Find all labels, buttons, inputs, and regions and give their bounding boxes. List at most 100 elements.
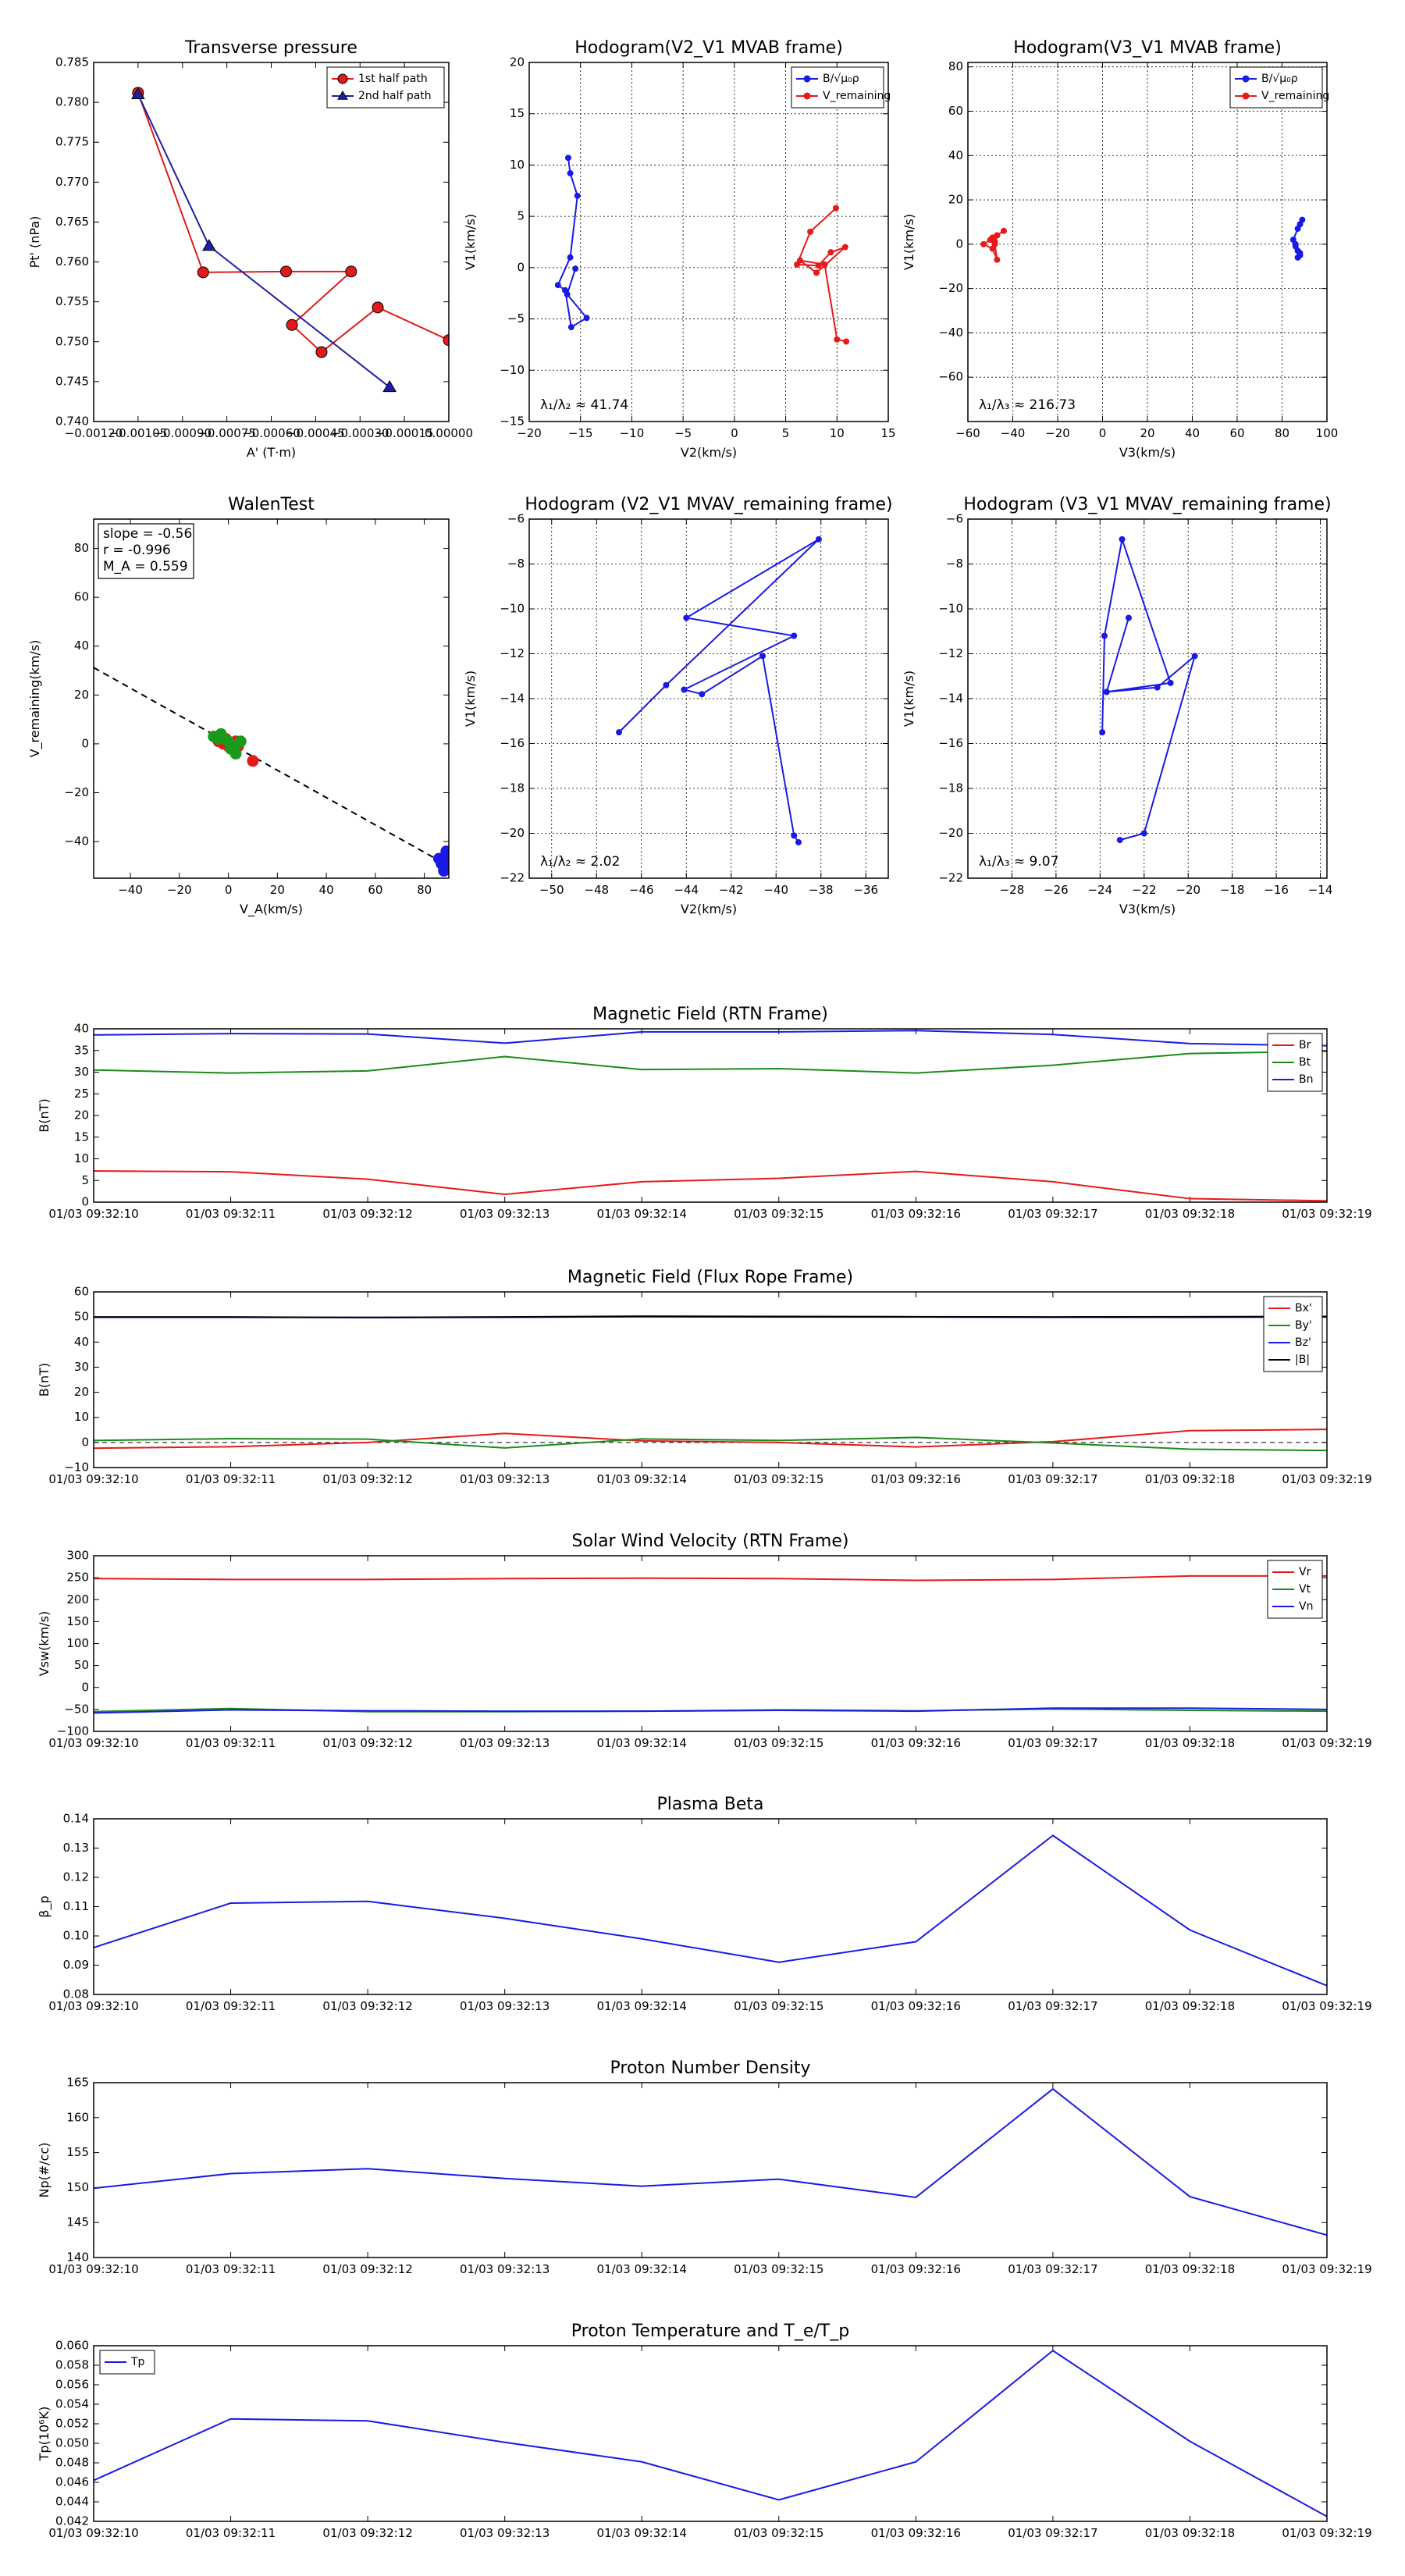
- y-tick-label: 165: [66, 2076, 89, 2090]
- data-point: [1297, 250, 1304, 257]
- y-tick-label: 40: [74, 1022, 89, 1036]
- y-tick-label: 150: [66, 1614, 89, 1628]
- x-tick-label: 01/03 09:32:11: [186, 1999, 276, 2013]
- y-tick-label: −14: [500, 692, 525, 706]
- stats-line: M_A = 0.559: [103, 559, 188, 575]
- x-tick-label: −36: [853, 883, 878, 897]
- y-tick-label: 0.14: [63, 1812, 89, 1826]
- x-tick-label: 01/03 09:32:19: [1282, 1207, 1371, 1221]
- data-point: [841, 244, 848, 251]
- data-point: [843, 338, 850, 345]
- x-tick-label: 01/03 09:32:16: [871, 2526, 961, 2540]
- data-point: [994, 256, 1001, 263]
- legend-marker: [1242, 92, 1250, 100]
- plot-area: [94, 1556, 1327, 1731]
- chart-title: Transverse pressure: [184, 38, 357, 58]
- y-tick-label: 145: [66, 2215, 89, 2229]
- series-line-0: [557, 158, 589, 329]
- data-point: [1140, 830, 1147, 837]
- y-tick-label: −50: [64, 1702, 89, 1716]
- series-line-2: [94, 1030, 1327, 1047]
- x-tick-label: 80: [1275, 426, 1289, 440]
- x-tick-label: 01/03 09:32:10: [48, 1736, 138, 1750]
- x-tick-label: 01/03 09:32:15: [734, 1207, 823, 1221]
- data-point: [286, 318, 298, 331]
- chart-title: Magnetic Field (RTN Frame): [592, 1005, 828, 1024]
- x-tick-label: 01/03 09:32:13: [460, 1207, 550, 1221]
- plot-frame: [967, 62, 1328, 422]
- x-tick-label: −0.00030: [331, 426, 389, 440]
- x-tick-label: 01/03 09:32:13: [460, 2262, 550, 2276]
- x-tick-label: −0.00075: [197, 426, 256, 440]
- x-axis-label: V2(km/s): [681, 445, 737, 460]
- y-tick-label: 80: [74, 541, 89, 555]
- chart-bfr: Magnetic Field (Flux Rope Frame) −10 0 10 20…: [37, 1268, 1372, 1486]
- y-axis-label: Np(#/cc): [37, 2143, 52, 2198]
- x-tick-label: 01/03 09:32:15: [734, 1999, 823, 2013]
- y-tick-label: 0.12: [63, 1870, 89, 1884]
- chart-title: Proton Number Density: [610, 2058, 811, 2078]
- x-tick-label: 01/03 09:32:11: [186, 1736, 276, 1750]
- data-point: [197, 266, 209, 279]
- y-axis-label: V1(km/s): [463, 671, 478, 727]
- x-axis-label: V3(km/s): [1119, 445, 1176, 460]
- x-tick-label: 01/03 09:32:16: [871, 1472, 961, 1486]
- x-tick-label: 0: [731, 426, 738, 440]
- series-line-0: [94, 2087, 1327, 2236]
- x-tick-label: 100: [1316, 426, 1339, 440]
- y-tick-label: 20: [74, 688, 89, 702]
- y-tick-label: −22: [500, 871, 525, 885]
- y-tick-label: 40: [74, 639, 89, 653]
- plot-frame: [967, 518, 1328, 879]
- legend-label: B/√μ₀ρ: [1261, 73, 1298, 85]
- x-tick-label: −5: [674, 426, 692, 440]
- x-tick-label: 01/03 09:32:12: [322, 1472, 412, 1486]
- fit-line: [94, 667, 449, 867]
- y-tick-label: −8: [507, 557, 525, 571]
- series-line-2: [94, 1707, 1327, 1714]
- stats-line: slope = -0.56: [103, 526, 192, 542]
- y-tick-label: −15: [500, 415, 525, 429]
- plot-frame: [93, 1291, 1328, 1468]
- legend-label: 1st half path: [358, 73, 428, 85]
- data-layer: [94, 1834, 1327, 1987]
- data-point: [440, 850, 449, 863]
- y-tick-label: 0.785: [55, 55, 89, 69]
- data-layer: [131, 87, 449, 393]
- y-tick-label: 0.050: [55, 2436, 89, 2450]
- data-point: [683, 614, 690, 621]
- chart-walen: WalenTest −40 −20 0 20 40 60 80 −40 −20 0 20 40 60 80 V…: [27, 495, 450, 917]
- x-axis-label: V2(km/s): [681, 902, 737, 916]
- y-tick-label: −14: [938, 692, 963, 706]
- y-tick-label: 20: [948, 193, 963, 207]
- chart-tp: Transverse pressure 0.740 0.745 0.750 0.755 0…: [27, 38, 473, 460]
- annotation: λ₁/λ₂ ≈ 41.74: [540, 397, 628, 413]
- data-point: [1116, 837, 1123, 844]
- plot-area: [94, 62, 449, 422]
- y-tick-label: 30: [74, 1360, 89, 1374]
- legend-label: V_remaining: [823, 90, 891, 102]
- x-tick-label: −24: [1087, 883, 1112, 897]
- x-tick-label: −60: [955, 426, 980, 440]
- x-tick-label: 01/03 09:32:12: [322, 1736, 412, 1750]
- x-tick-label: 0: [1099, 426, 1107, 440]
- y-tick-label: 0.740: [55, 415, 89, 429]
- y-tick-label: 0.750: [55, 334, 89, 348]
- y-tick-label: 0: [517, 260, 525, 274]
- chart-title: Plasma Beta: [657, 1795, 764, 1814]
- data-point: [1119, 535, 1126, 543]
- data-point: [554, 282, 561, 289]
- y-tick-label: 20: [510, 55, 525, 69]
- y-tick-label: 250: [66, 1571, 89, 1585]
- y-tick-label: 200: [66, 1592, 89, 1606]
- y-axis-label: Vsw(km/s): [37, 1611, 52, 1676]
- data-point: [567, 169, 574, 176]
- y-tick-label: −12: [938, 646, 963, 660]
- x-tick-label: 01/03 09:32:16: [871, 1999, 961, 2013]
- legend: Bx' By' Bz' |B|: [1263, 1296, 1323, 1372]
- x-tick-label: −0.00105: [109, 426, 168, 440]
- x-tick-label: 40: [319, 883, 334, 897]
- data-point: [980, 240, 987, 247]
- x-tick-label: 01/03 09:32:18: [1145, 1999, 1235, 2013]
